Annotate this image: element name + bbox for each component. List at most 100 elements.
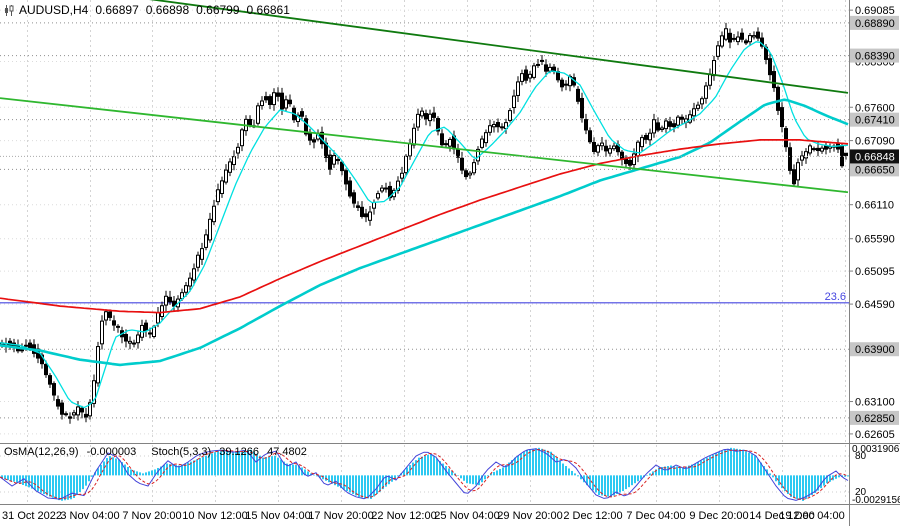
- candle-down: [464, 170, 468, 178]
- osma-bar: [313, 474, 315, 476]
- candle-up: [712, 60, 716, 77]
- candle-down: [116, 325, 120, 328]
- time-axis-area[interactable]: [0, 505, 849, 526]
- candle-down: [64, 413, 68, 416]
- osma-bar: [292, 464, 294, 476]
- stoch-signal-line: [0, 449, 849, 500]
- candle-down: [172, 300, 176, 307]
- osma-bar: [385, 475, 387, 487]
- candle-up: [100, 320, 104, 345]
- candle-down: [264, 96, 268, 101]
- candle-up: [600, 142, 604, 147]
- stoch-main-value: 39.1266: [219, 446, 260, 458]
- lower-channel-trendline[interactable]: [0, 97, 849, 194]
- osma-bar: [727, 448, 729, 476]
- osma-bar: [580, 475, 582, 480]
- candle-up: [136, 334, 140, 344]
- candle-up: [72, 412, 76, 416]
- osma-bar: [469, 475, 471, 484]
- candle-down: [44, 363, 48, 376]
- candle-up: [400, 172, 404, 179]
- osma-bar: [712, 454, 714, 476]
- candle-up: [636, 141, 640, 157]
- osma-bar: [703, 459, 705, 476]
- time-axis-label: 7 Dec 04:00: [626, 510, 685, 522]
- slow-cyan-ma[interactable]: [0, 98, 849, 367]
- stoch-main-line: [0, 448, 849, 501]
- candle-up: [724, 28, 728, 40]
- osma-bar: [61, 475, 63, 501]
- osma-bar: [235, 451, 237, 476]
- osma-bar: [1, 475, 3, 479]
- candle-down: [340, 161, 344, 172]
- candlestick-chart-icon: [4, 4, 15, 16]
- candle-up: [208, 218, 212, 241]
- osma-bar: [121, 462, 123, 476]
- red-ma[interactable]: [0, 139, 849, 314]
- osma-bar: [706, 457, 708, 476]
- osma-bar: [205, 455, 207, 476]
- osma-bar: [202, 456, 204, 476]
- osma-bar: [109, 456, 111, 476]
- candle-down: [680, 116, 684, 120]
- candle-down: [112, 320, 116, 326]
- osma-bar: [607, 475, 609, 497]
- osma-bar: [241, 450, 243, 476]
- osma-bar: [103, 461, 105, 476]
- upper-resistance-trendline[interactable]: [0, 0, 849, 94]
- vertical-gridlines: [27, 0, 846, 504]
- osma-bar: [619, 475, 621, 493]
- osma-bar: [190, 461, 192, 476]
- osma-bar: [199, 458, 201, 476]
- osma-bar: [253, 451, 255, 476]
- sr-price-tag-label: 0.68890: [855, 18, 895, 30]
- candle-up: [164, 295, 168, 306]
- candle-up: [820, 147, 824, 152]
- osma-bar: [37, 475, 39, 492]
- candle-down: [432, 112, 436, 118]
- osma-bar: [778, 475, 780, 486]
- time-axis-label: 15 Nov 04:00: [245, 510, 310, 522]
- price-axis-label: 0.67090: [855, 136, 895, 148]
- osma-bar: [355, 475, 357, 496]
- osma-bar: [514, 457, 516, 476]
- osma-bar: [631, 475, 633, 486]
- candle-up: [640, 137, 644, 148]
- candle-down: [536, 63, 540, 66]
- candle-up: [508, 110, 512, 121]
- osma-bar: [334, 475, 336, 486]
- candle-down: [728, 32, 732, 43]
- osma-bar: [295, 465, 297, 476]
- osma-bar: [472, 475, 474, 485]
- symbol-period: AUDUSD,H4: [19, 3, 89, 17]
- osma-bar: [481, 475, 483, 483]
- candle-up: [488, 125, 492, 133]
- osma-bar: [478, 475, 480, 486]
- candle-up: [736, 36, 740, 43]
- candle-up: [676, 116, 680, 126]
- osma-bar: [184, 463, 186, 476]
- candle-down: [48, 375, 52, 385]
- sr-price-tag-label: 0.68390: [855, 51, 895, 63]
- osma-bar: [517, 455, 519, 476]
- candle-up: [412, 127, 416, 146]
- osma-bar: [46, 475, 48, 496]
- indicator-axis-min-label: -0.0029156: [852, 495, 900, 506]
- price-axis-area[interactable]: [849, 0, 900, 526]
- candle-up: [632, 153, 636, 166]
- osma-bar: [637, 475, 639, 482]
- candle-up: [480, 138, 484, 148]
- candle-up: [512, 95, 516, 109]
- candle-down: [344, 170, 348, 185]
- candle-up: [260, 100, 264, 107]
- candle-up: [128, 340, 132, 344]
- osma-bar: [760, 462, 762, 476]
- osma-bar: [262, 457, 264, 476]
- osma-bar: [352, 475, 354, 495]
- fast-cyan-ema[interactable]: [0, 41, 849, 409]
- candle-down: [588, 130, 592, 143]
- osma-bar: [409, 465, 411, 476]
- candle-down: [576, 88, 580, 102]
- osma-bar: [115, 458, 117, 476]
